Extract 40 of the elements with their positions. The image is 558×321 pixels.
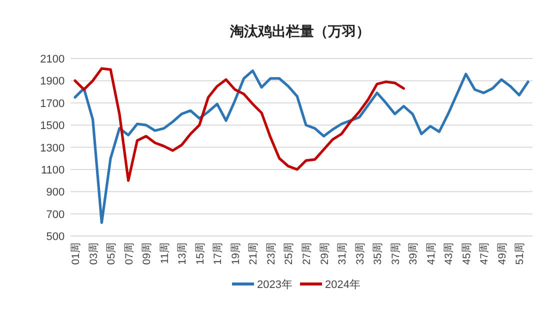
x-tick-label: 49周 xyxy=(496,242,508,265)
x-tick-label: 31周 xyxy=(336,242,349,265)
x-tick-label: 39周 xyxy=(408,242,420,265)
x-tick-label: 33周 xyxy=(354,242,366,265)
x-tick-label: 45周 xyxy=(460,242,473,265)
y-tick-label: 1500 xyxy=(40,120,65,132)
y-tick-label: 2100 xyxy=(40,54,65,66)
x-tick-label: 23周 xyxy=(265,242,278,265)
x-tick-label: 25周 xyxy=(283,242,296,265)
y-tick-label: 1300 xyxy=(40,142,65,154)
y-tick-label: 900 xyxy=(46,186,65,199)
x-tick-label: 07周 xyxy=(123,242,136,265)
x-tick-label: 37周 xyxy=(390,242,402,265)
x-tick-label: 19周 xyxy=(230,242,242,265)
x-tick-label: 11周 xyxy=(158,242,171,264)
x-tick-label: 01周 xyxy=(70,242,82,265)
legend-label: 2023年 xyxy=(257,279,292,291)
x-tick-label: 03周 xyxy=(88,242,100,265)
y-tick-label: 1100 xyxy=(40,164,65,176)
y-tick-label: 500 xyxy=(46,231,65,243)
x-tick-label: 43周 xyxy=(443,242,456,265)
y-tick-label: 1700 xyxy=(40,98,65,110)
x-tick-label: 21周 xyxy=(248,242,260,265)
x-tick-label: 41周 xyxy=(425,242,438,265)
y-tick-label: 700 xyxy=(46,208,65,221)
x-tick-label: 51周 xyxy=(514,242,526,265)
x-tick-label: 17周 xyxy=(212,242,224,265)
x-tick-label: 05周 xyxy=(106,242,118,265)
legend-label: 2024年 xyxy=(325,279,360,291)
line-series xyxy=(74,67,405,182)
line-series xyxy=(74,69,530,224)
x-tick-label: 35周 xyxy=(372,242,384,265)
x-tick-label: 15周 xyxy=(194,242,206,265)
x-tick-label: 13周 xyxy=(176,242,189,265)
title: 淘汰鸡出栏量（万羽） xyxy=(230,23,370,39)
y-tick-label: 1900 xyxy=(40,76,65,88)
x-tick-label: 47周 xyxy=(478,242,491,265)
x-tick-label: 27周 xyxy=(300,242,313,265)
x-tick-label: 29周 xyxy=(318,242,331,265)
x-tick-label: 09周 xyxy=(141,242,154,265)
